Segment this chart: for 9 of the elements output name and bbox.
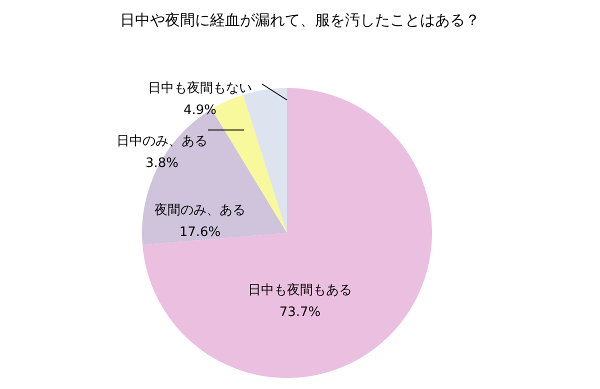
data-label: 17.6% bbox=[179, 225, 221, 240]
data-label: 4.9% bbox=[183, 103, 217, 118]
data-label: 73.7% bbox=[279, 305, 321, 320]
slice-label: 日中も夜間もない bbox=[148, 80, 252, 96]
chart-title: 日中や夜間に経血が漏れて、服を汚したことはある？ bbox=[120, 11, 480, 29]
slice-label: 日中のみ、ある bbox=[116, 134, 208, 149]
slice-label: 夜間のみ、ある bbox=[154, 202, 246, 218]
slice-label: 日中も夜間もある bbox=[248, 282, 352, 298]
data-label: 3.8% bbox=[145, 156, 179, 171]
